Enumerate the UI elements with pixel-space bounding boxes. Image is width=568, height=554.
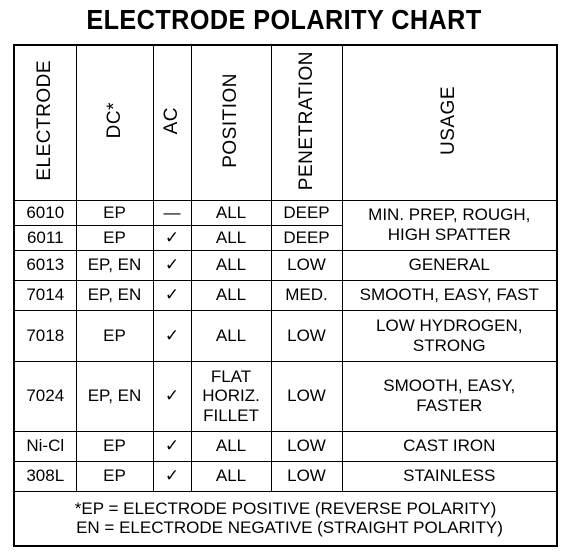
penetration-cell: LOW <box>270 460 343 492</box>
electrode-cell: 7014 <box>13 279 77 311</box>
header-usage: USAGE <box>341 44 558 201</box>
header-dc: DC* <box>75 44 154 201</box>
position-cell: ALL <box>190 249 272 281</box>
header-electrode: ELECTRODE <box>13 44 77 201</box>
position-cell: ALL <box>190 309 272 362</box>
dc-cell: EP <box>75 224 154 251</box>
chart-title: ELECTRODE POLARITY CHART <box>86 4 482 35</box>
electrode-cell: 6011 <box>13 224 77 251</box>
electrode-cell: 6010 <box>13 199 77 226</box>
table-row: 308L EP ✓ ALL LOW STAINLESS <box>13 460 558 492</box>
footnote: *EP = ELECTRODE POSITIVE (REVERSE POLARI… <box>13 490 558 547</box>
ac-cell: — <box>152 199 192 226</box>
check-icon: ✓ <box>152 224 192 251</box>
check-icon: ✓ <box>152 309 192 362</box>
dc-cell: EP <box>75 460 154 492</box>
usage-cell: CAST IRON <box>341 430 558 462</box>
penetration-cell: LOW <box>270 430 343 462</box>
dc-cell: EP <box>75 309 154 362</box>
electrode-cell: 7018 <box>13 309 77 362</box>
usage-cell: LOW HYDROGEN, STRONG <box>341 309 558 362</box>
usage-cell: SMOOTH, EASY, FASTER <box>341 360 558 432</box>
penetration-cell: LOW <box>270 360 343 432</box>
penetration-cell: LOW <box>270 309 343 362</box>
penetration-cell: DEEP <box>270 224 343 251</box>
dc-cell: EP, EN <box>75 360 154 432</box>
position-cell: ALL <box>190 279 272 311</box>
electrode-cell: Ni-Cl <box>13 430 77 462</box>
dc-cell: EP <box>75 430 154 462</box>
dc-cell: EP, EN <box>75 249 154 281</box>
table-row: 6011 EP ✓ ALL DEEP <box>13 224 557 251</box>
table-row: 6013 EP, EN ✓ ALL LOW GENERAL <box>13 249 558 281</box>
check-icon: ✓ <box>152 460 192 492</box>
header-ac: AC <box>152 44 192 201</box>
usage-cell: MIN. PREP, ROUGH, HIGH SPATTER <box>341 199 558 251</box>
header-penetration: PENETRATION <box>270 44 343 201</box>
check-icon: ✓ <box>152 249 192 281</box>
position-cell: FLAT HORIZ. FILLET <box>190 360 272 432</box>
penetration-cell: LOW <box>270 249 343 281</box>
usage-cell: STAINLESS <box>341 460 558 492</box>
usage-cell: GENERAL <box>341 249 558 281</box>
dc-cell: EP <box>75 199 154 226</box>
penetration-cell: DEEP <box>270 199 343 226</box>
check-icon: ✓ <box>152 430 192 462</box>
position-cell: ALL <box>190 199 272 226</box>
electrode-cell: 308L <box>13 460 77 492</box>
dc-cell: EP, EN <box>75 279 154 311</box>
electrode-cell: 6013 <box>13 249 77 281</box>
header-row: ELECTRODE DC* AC POSITION PENETRATION US… <box>13 44 558 201</box>
table-row: 7024 EP, EN ✓ FLAT HORIZ. FILLET LOW SMO… <box>13 360 558 432</box>
footnote-row: *EP = ELECTRODE POSITIVE (REVERSE POLARI… <box>13 490 558 547</box>
header-position: POSITION <box>190 44 272 201</box>
position-cell: ALL <box>190 430 272 462</box>
table-row: Ni-Cl EP ✓ ALL LOW CAST IRON <box>13 430 558 462</box>
position-cell: ALL <box>190 224 272 251</box>
check-icon: ✓ <box>152 360 192 432</box>
position-cell: ALL <box>190 460 272 492</box>
table-row: 7018 EP ✓ ALL LOW LOW HYDROGEN, STRONG <box>13 309 558 362</box>
table-row: 7014 EP, EN ✓ ALL MED. SMOOTH, EASY, FAS… <box>13 279 558 311</box>
check-icon: ✓ <box>152 279 192 311</box>
electrode-table: ELECTRODE DC* AC POSITION PENETRATION US… <box>13 44 558 547</box>
electrode-cell: 7024 <box>13 360 77 432</box>
table-row: 6010 EP — ALL DEEP MIN. PREP, ROUGH, HIG… <box>13 199 558 251</box>
penetration-cell: MED. <box>270 279 343 311</box>
usage-cell: SMOOTH, EASY, FAST <box>341 279 558 311</box>
